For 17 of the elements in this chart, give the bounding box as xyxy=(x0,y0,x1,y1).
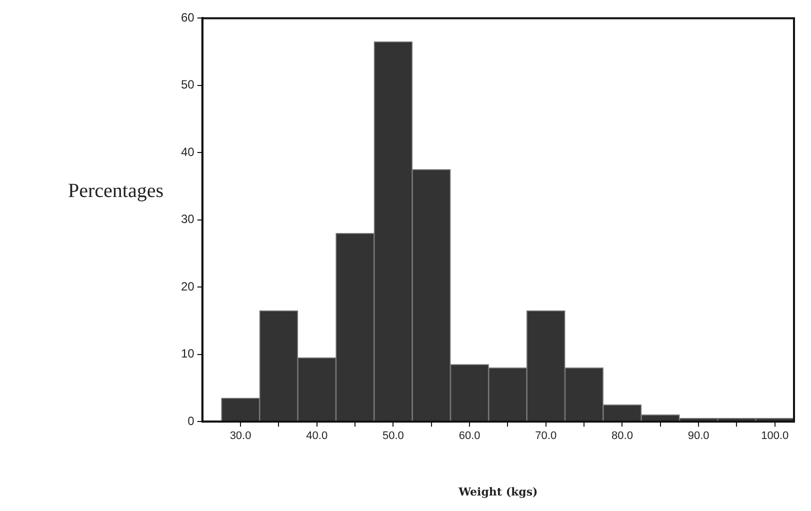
y-tick-label: 0 xyxy=(188,414,195,428)
x-tick-label: 60.0 xyxy=(458,430,480,442)
x-tick-label: 80.0 xyxy=(612,430,633,442)
y-tick-label: 10 xyxy=(180,346,195,361)
y-tick-label: 50 xyxy=(180,78,195,92)
x-tick-label: 70.0 xyxy=(535,430,557,442)
y-tick-label: 40 xyxy=(180,144,195,159)
y-tick-label: 30 xyxy=(180,212,195,226)
y-tick-label: 20 xyxy=(180,279,195,294)
x-tick-label: 30.0 xyxy=(230,430,252,442)
y-axis-title: Percentages xyxy=(68,180,164,203)
x-tick-label: 40.0 xyxy=(306,430,328,442)
x-axis-title: Weight (kgs) xyxy=(458,485,538,498)
x-tick-label: 50.0 xyxy=(382,430,404,442)
x-tick-label: 90.0 xyxy=(688,430,710,442)
y-tick-label: 60 xyxy=(180,10,195,25)
x-tick-label: 100.0 xyxy=(761,430,789,442)
